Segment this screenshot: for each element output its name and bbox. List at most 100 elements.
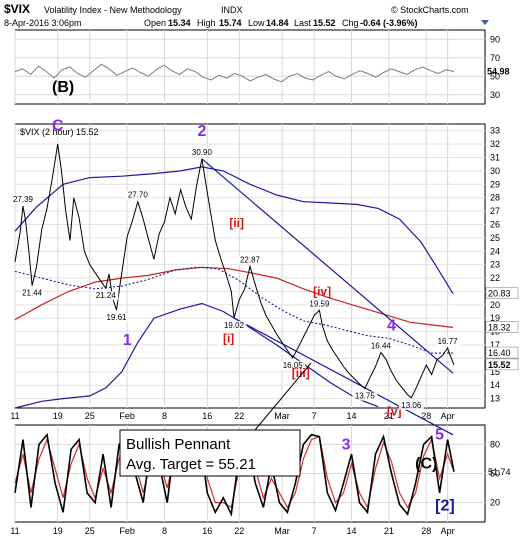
channel-upper-line	[201, 158, 454, 374]
stochastic-k-line	[14, 432, 455, 517]
open-label: Open	[144, 18, 166, 28]
price-x-tick-label: Mar	[274, 411, 290, 421]
low-label: Low	[248, 18, 265, 28]
price-y-tick-label: 17	[490, 340, 500, 350]
stoch-x-tick-label: 11	[10, 526, 19, 536]
price-y-tick-label: 15	[490, 367, 500, 377]
stochastic-wave-label: [2]	[435, 497, 455, 514]
wave-label: C	[52, 118, 64, 135]
price-label-bg	[306, 299, 332, 309]
price-point-label: 27.70	[128, 191, 149, 200]
stoch-x-tick-label: Apr	[441, 526, 455, 536]
symbol-text: $VIX	[4, 2, 30, 16]
price-label-bg	[125, 190, 151, 200]
price-point-label: 16.44	[371, 342, 392, 351]
price-y-tick-label: 31	[490, 152, 500, 162]
price-label-bg	[280, 360, 306, 370]
bullish-pennant-annotation: Bullish Pennant Avg. Target = 55.21	[119, 362, 312, 477]
stoch-x-tick-label: 28	[421, 526, 431, 536]
price-label-bg	[10, 194, 36, 204]
right-value-label: 20.83	[488, 289, 511, 299]
wave-label: [ii]	[229, 216, 244, 230]
price-label-bg	[352, 391, 378, 401]
stochastic-wave-label: (C)	[415, 456, 437, 473]
last-value: 15.52	[313, 18, 336, 28]
stoch-x-tick-label: 8	[162, 526, 167, 536]
price-point-label: 19.02	[224, 321, 245, 330]
annotation-target: Avg. Target = 55.21	[126, 456, 256, 473]
price-x-tick-label: 22	[234, 411, 244, 421]
upper-band-line	[14, 166, 454, 295]
price-x-tick-label: 8	[162, 411, 167, 421]
stochastic-wave-label: [v]	[387, 404, 402, 418]
price-y-tick-label: 32	[490, 139, 500, 149]
channel-lower-line	[233, 317, 454, 436]
low-value: 14.84	[266, 18, 289, 28]
price-x-tick-label: 25	[85, 411, 95, 421]
copyright-text: © StockCharts.com	[391, 5, 469, 15]
price-label-bg	[189, 147, 215, 157]
price-x-tick-label: 7	[312, 411, 317, 421]
price-label-bg	[103, 313, 129, 323]
rsi-grid: 90 70 50 30	[14, 30, 500, 104]
stoch-x-tick-label: 19	[53, 526, 63, 536]
price-label-bg	[221, 320, 247, 330]
price-x-tick-label: 16	[202, 411, 212, 421]
right-value-tag	[485, 358, 519, 371]
price-x-tick-label: 14	[346, 411, 356, 421]
price-point-label: 30.90	[192, 148, 213, 157]
price-x-tick-label: 21	[384, 411, 394, 421]
stoch-x-tick-label: 25	[85, 526, 95, 536]
price-label-bg	[435, 337, 461, 347]
price-point-label: 22.87	[240, 255, 261, 264]
price-label-bg	[368, 341, 394, 351]
price-label-bg	[237, 255, 263, 265]
stoch-x-tick-label: 7	[312, 526, 317, 536]
right-value-tag	[485, 346, 519, 359]
price-x-tick-label: 19	[53, 411, 63, 421]
stoch-y-tick-label: 80	[490, 439, 500, 449]
rsi-layer: 54.98 (B)	[14, 63, 510, 96]
vix-price-line	[14, 144, 455, 399]
right-value-label: 18.32	[488, 322, 511, 332]
price-point-label: 27.39	[13, 195, 34, 204]
price-y-tick-label: 20	[490, 300, 500, 310]
annotation-title: Bullish Pennant	[126, 436, 231, 453]
wave-label-b: (B)	[52, 79, 74, 96]
stoch-x-tick-label: Mar	[274, 526, 290, 536]
index-name-text: Volatility Index - New Methodology	[44, 5, 182, 15]
rsi-y-tick-label: 30	[490, 90, 500, 100]
open-value: 15.34	[168, 18, 191, 28]
high-value: 15.74	[219, 18, 242, 28]
price-y-tick-label: 19	[490, 313, 500, 323]
stoch-y-tick-label: 20	[490, 498, 500, 508]
price-label-bg	[19, 288, 45, 298]
price-panel-title: $VIX (2 hour) 15.52	[20, 127, 99, 137]
price-x-tick-label: 11	[10, 411, 19, 421]
stoch-x-tick-label: 14	[346, 526, 356, 536]
label-layer: 27.39 21.44 21.24 19.61 27.70 30.90 22.87 19.02…	[10, 118, 461, 410]
wave-label: [iv]	[313, 284, 331, 298]
price-y-tick-label: 13	[490, 394, 500, 404]
price-y-tick-label: 26	[490, 219, 500, 229]
stochastic-last-value: 51.74	[488, 467, 511, 477]
high-label: High	[197, 18, 216, 28]
price-x-tick-label: Apr	[441, 411, 455, 421]
price-point-label: 19.59	[309, 299, 330, 308]
dropdown-triangle-icon[interactable]	[481, 20, 489, 25]
stochastic-wave-label: 3	[342, 436, 351, 453]
rsi-y-tick-label: 90	[490, 34, 500, 44]
stoch-x-tick-label: 21	[384, 526, 394, 536]
price-y-tick-label: 28	[490, 193, 500, 203]
price-point-label: 13.75	[355, 392, 376, 401]
rsi-line	[14, 63, 455, 83]
wave-label: 2	[197, 123, 206, 140]
rsi-last-value: 54.98	[487, 67, 510, 77]
price-point-label: 16.77	[438, 337, 459, 346]
stochastic-wave-label: 5	[435, 427, 444, 444]
price-y-tick-label: 33	[490, 126, 500, 136]
stoch-y-tick-label: 50	[490, 469, 500, 479]
lower-band-line	[14, 302, 379, 409]
stochastic-grid: 11 19 25 Feb 8 16 22 Mar 7 14 21 28 Apr 80 50 20	[10, 425, 500, 536]
